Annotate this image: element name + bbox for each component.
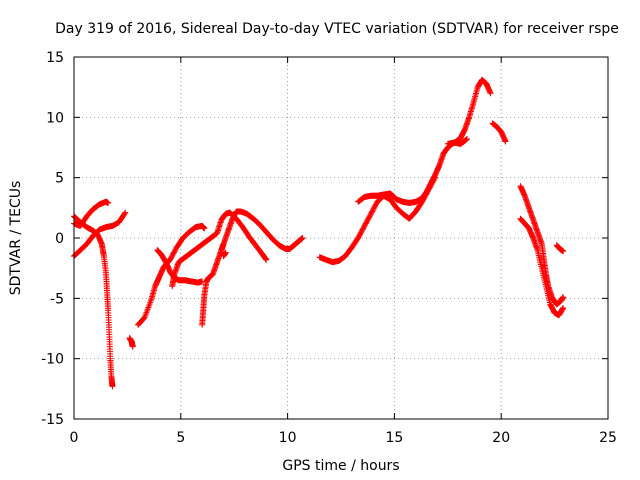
chart-title: Day 319 of 2016, Sidereal Day-to-day VTE… bbox=[55, 21, 619, 37]
y-axis-label: SDTVAR / TECUs bbox=[8, 181, 24, 296]
data-point-series-14 bbox=[560, 304, 567, 311]
x-tick-label: 15 bbox=[385, 430, 403, 446]
x-axis-label: GPS time / hours bbox=[282, 458, 399, 474]
y-tick-label: 5 bbox=[55, 171, 64, 187]
x-tick-label: 5 bbox=[176, 430, 185, 446]
y-tick-label: 10 bbox=[46, 110, 64, 126]
data-point-series-3 bbox=[129, 343, 136, 350]
data-point-series-8 bbox=[222, 249, 229, 256]
y-tick-label: 15 bbox=[46, 50, 64, 66]
data-point-series-12 bbox=[502, 138, 509, 145]
grid-lines bbox=[74, 57, 608, 419]
x-tick-label: 10 bbox=[279, 430, 297, 446]
y-tick-label: -5 bbox=[50, 291, 64, 307]
data-point-series-4 bbox=[201, 225, 208, 232]
data-point-series-2 bbox=[105, 200, 112, 207]
y-tick-label: 0 bbox=[55, 231, 64, 247]
y-tick-label: -10 bbox=[41, 352, 64, 368]
data-point-series-6 bbox=[263, 256, 270, 263]
data-points bbox=[71, 76, 567, 390]
x-tick-label: 20 bbox=[492, 430, 510, 446]
data-point-series-1 bbox=[121, 210, 128, 217]
data-point-series-0 bbox=[109, 383, 116, 390]
data-point-series-4 bbox=[140, 316, 147, 323]
data-point-series-7 bbox=[299, 235, 306, 241]
data-point-series-13 bbox=[560, 294, 567, 301]
axis-ticks: 0 5 10 15 20 25 -15 -10 -5 0 5 10 15 bbox=[41, 50, 617, 446]
x-tick-label: 25 bbox=[599, 430, 617, 446]
y-tick-label: -15 bbox=[41, 412, 64, 428]
data-point-series-11 bbox=[464, 136, 471, 143]
data-point-series-1 bbox=[122, 209, 129, 216]
data-point-series-15 bbox=[560, 248, 567, 255]
data-point-series-10 bbox=[487, 90, 494, 97]
x-tick-label: 0 bbox=[70, 430, 79, 446]
